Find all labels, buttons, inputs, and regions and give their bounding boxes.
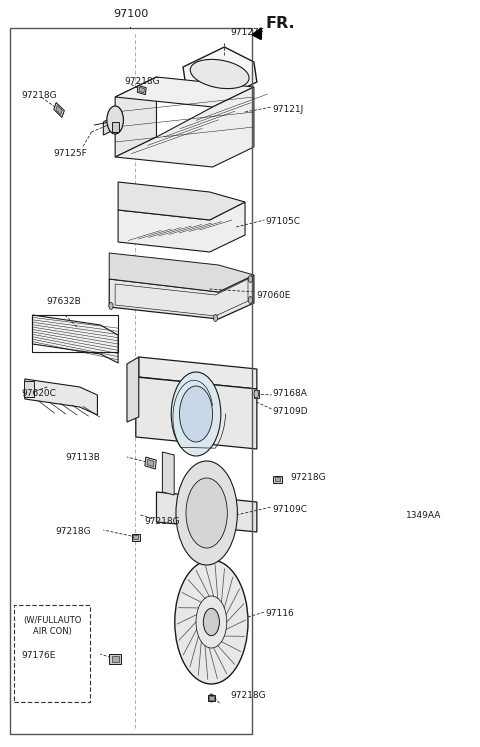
Polygon shape — [162, 452, 174, 495]
Polygon shape — [145, 457, 156, 469]
Polygon shape — [209, 696, 214, 700]
Polygon shape — [115, 77, 156, 157]
Polygon shape — [139, 357, 257, 389]
Text: 97105C: 97105C — [266, 217, 300, 226]
Circle shape — [214, 314, 217, 321]
Polygon shape — [147, 459, 154, 467]
Bar — [13, 605, 90, 702]
Text: 97125F: 97125F — [53, 149, 87, 158]
Circle shape — [209, 694, 214, 702]
Bar — [24, 381, 34, 397]
Circle shape — [175, 560, 248, 684]
Circle shape — [248, 297, 252, 303]
Text: 97218G: 97218G — [230, 692, 266, 701]
Polygon shape — [115, 87, 254, 167]
Circle shape — [176, 461, 238, 565]
Polygon shape — [33, 315, 118, 363]
Polygon shape — [136, 377, 257, 449]
Circle shape — [107, 106, 123, 134]
Text: 97218G: 97218G — [124, 76, 160, 85]
Text: 97127F: 97127F — [230, 28, 264, 37]
Polygon shape — [274, 476, 282, 483]
Polygon shape — [103, 115, 116, 135]
Circle shape — [186, 478, 228, 548]
Text: 97109C: 97109C — [273, 504, 308, 513]
Text: 97168A: 97168A — [273, 388, 308, 397]
Text: 97060E: 97060E — [256, 291, 290, 300]
Circle shape — [204, 608, 219, 636]
Polygon shape — [111, 656, 119, 662]
Text: 97116: 97116 — [266, 610, 294, 619]
Polygon shape — [109, 654, 121, 664]
Text: 97218G: 97218G — [21, 91, 57, 101]
Circle shape — [254, 390, 259, 398]
Bar — [33, 315, 118, 352]
Polygon shape — [109, 253, 254, 292]
Text: 97218G: 97218G — [290, 473, 326, 482]
Text: 97620C: 97620C — [21, 388, 56, 397]
Polygon shape — [275, 477, 280, 481]
Polygon shape — [137, 85, 146, 95]
Text: 97632B: 97632B — [46, 297, 81, 306]
Bar — [10, 28, 252, 734]
Polygon shape — [56, 105, 62, 114]
Circle shape — [180, 386, 213, 442]
Circle shape — [171, 372, 221, 456]
Circle shape — [109, 303, 113, 309]
Circle shape — [248, 276, 252, 282]
Text: (W/FULLAUTO
AIR CON): (W/FULLAUTO AIR CON) — [24, 616, 82, 636]
Text: 97100: 97100 — [113, 10, 148, 19]
Polygon shape — [132, 533, 140, 541]
Text: 1349AA: 1349AA — [406, 510, 442, 519]
Text: 97218G: 97218G — [144, 516, 180, 525]
Polygon shape — [139, 87, 144, 93]
Bar — [111, 122, 119, 132]
Polygon shape — [118, 202, 245, 252]
Polygon shape — [109, 275, 254, 319]
Text: 97176E: 97176E — [21, 651, 56, 660]
Text: 97109D: 97109D — [273, 408, 309, 417]
Text: FR.: FR. — [265, 16, 295, 31]
Text: 97218G: 97218G — [56, 527, 91, 536]
Polygon shape — [156, 492, 257, 532]
Polygon shape — [208, 695, 215, 701]
Ellipse shape — [190, 60, 249, 89]
Polygon shape — [115, 77, 254, 107]
Polygon shape — [133, 535, 138, 539]
Text: 97113B: 97113B — [65, 453, 100, 462]
Text: 97121J: 97121J — [273, 105, 304, 114]
Polygon shape — [118, 182, 245, 220]
Polygon shape — [54, 102, 64, 117]
Circle shape — [387, 506, 392, 515]
Polygon shape — [25, 379, 97, 415]
Bar — [254, 390, 259, 398]
Polygon shape — [183, 47, 257, 102]
Polygon shape — [127, 357, 139, 422]
